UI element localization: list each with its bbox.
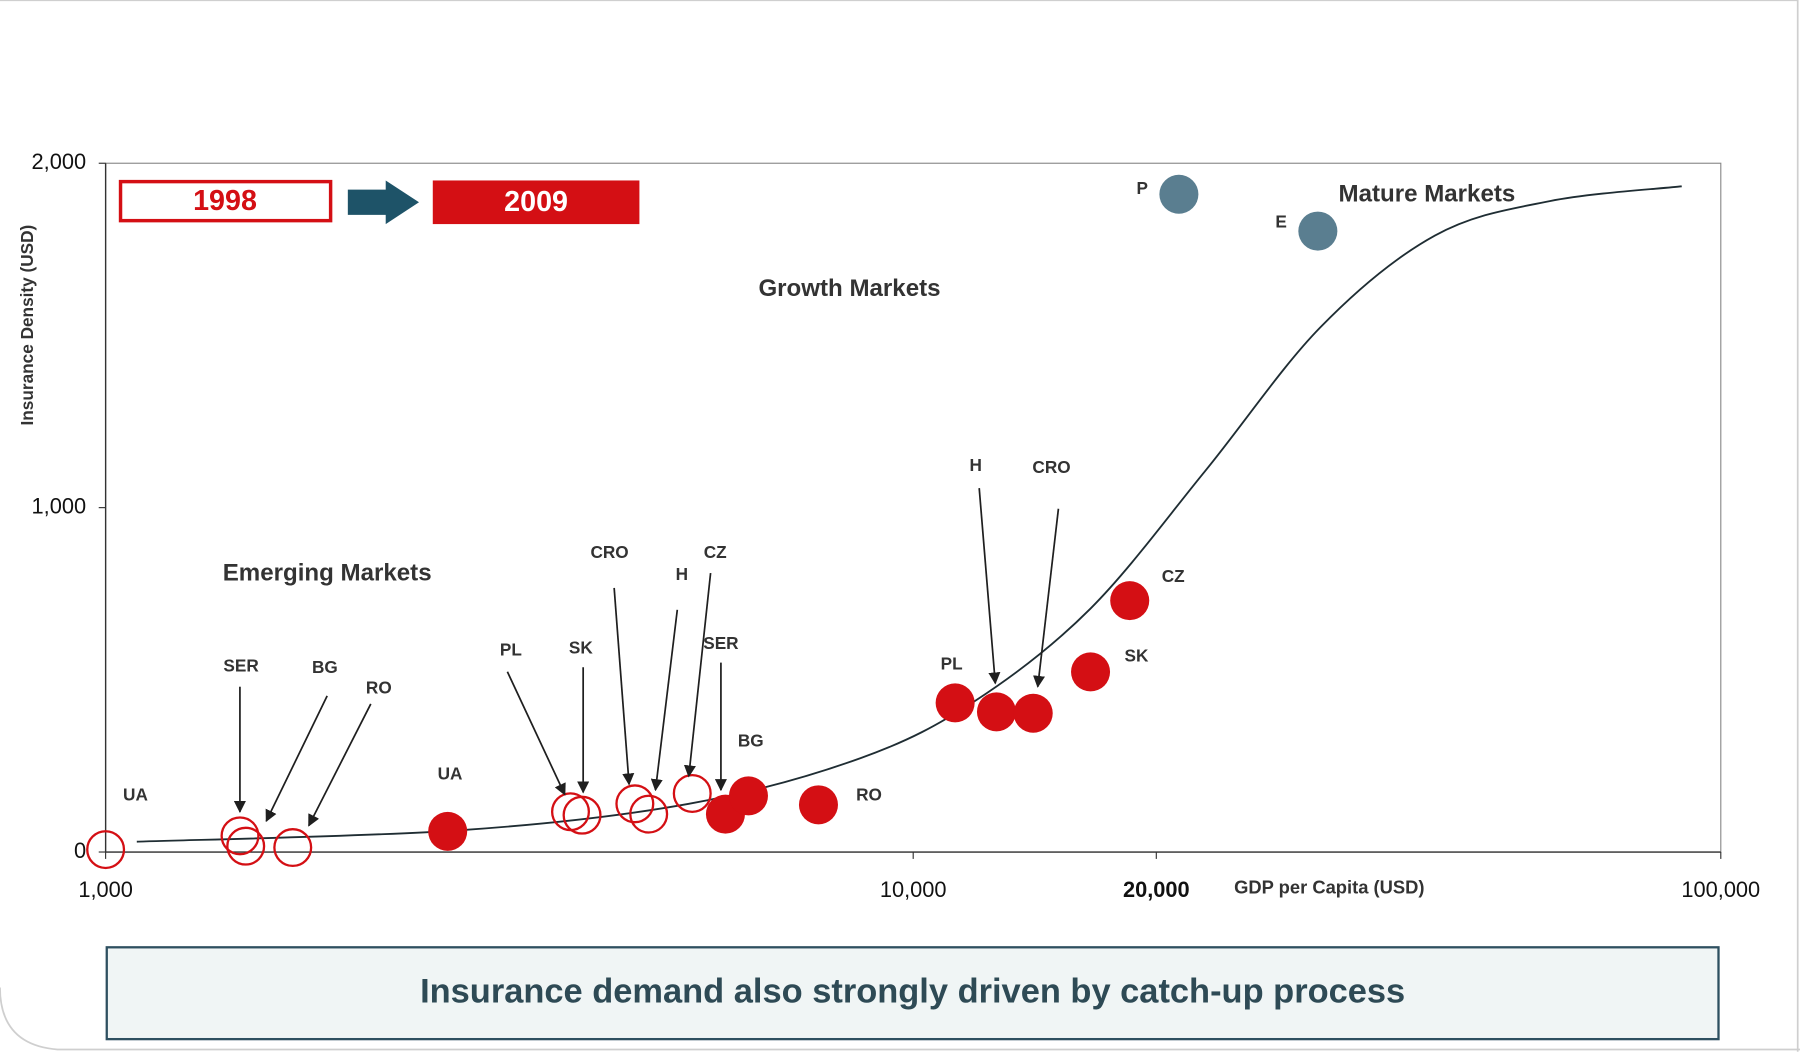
point-label: UA [123, 784, 148, 804]
annotation: Growth Markets [758, 275, 940, 302]
x-axis-label: GDP per Capita (USD) [1234, 877, 1424, 898]
point-label: P [1136, 178, 1147, 198]
point [1298, 211, 1338, 251]
y-tick-label: 2,000 [32, 149, 87, 174]
point [1013, 693, 1053, 733]
point [976, 692, 1016, 732]
point-label: H [970, 455, 982, 475]
x-tick-label: 10,000 [880, 877, 947, 902]
label-arrow [308, 703, 372, 827]
point [220, 816, 260, 856]
point-label: SER [703, 633, 739, 653]
label-arrow [650, 609, 679, 792]
x-tick-label: 100,000 [1681, 877, 1760, 902]
label-arrow [613, 587, 635, 786]
point-label: BG [738, 730, 764, 750]
trend-curve [136, 185, 1682, 843]
legend-box-1998 [118, 179, 333, 223]
point-label: CRO [1032, 457, 1070, 477]
point [428, 811, 468, 851]
point-label: H [676, 564, 688, 584]
point-label: RO [856, 784, 882, 804]
point [86, 830, 126, 870]
point [226, 826, 266, 866]
point-label: PL [941, 653, 963, 673]
point-label: CRO [590, 542, 628, 562]
label-arrow [1033, 508, 1060, 688]
annotation: Emerging Markets [223, 560, 432, 587]
point [629, 794, 669, 834]
point-label: SK [569, 637, 593, 657]
y-tick-label: 0 [74, 838, 86, 863]
point-label: RO [366, 678, 392, 698]
footer-box [105, 946, 1720, 1041]
point-label: CZ [704, 542, 727, 562]
point-label: UA [438, 764, 463, 784]
point [1110, 581, 1150, 621]
label-arrow [506, 671, 566, 796]
point-label: SK [1125, 645, 1149, 665]
point-label: PL [500, 640, 522, 660]
point [672, 773, 712, 813]
point [550, 792, 591, 832]
point-label: E [1275, 211, 1286, 231]
legend-arrow [347, 180, 420, 225]
legend-box-2009 [432, 180, 640, 225]
point [1159, 174, 1199, 214]
legend-entry: 1998 [193, 185, 257, 217]
y-axis-label: Insurance Density (USD) [17, 225, 37, 426]
point [728, 776, 768, 816]
x-tick-label: 20,000 [1123, 877, 1190, 902]
x-tick-label: 1,000 [78, 877, 133, 902]
point-label: BG [312, 657, 338, 677]
annotation: Mature Markets [1339, 181, 1516, 208]
footer-text: Insurance demand also strongly driven by… [420, 972, 1405, 1010]
label-arrow [265, 695, 328, 823]
legend-entry: 2009 [504, 186, 568, 218]
point [615, 784, 655, 824]
point [1071, 652, 1111, 692]
point-label: SER [223, 656, 259, 676]
point [935, 683, 975, 723]
y-tick-label: 1,000 [32, 493, 87, 518]
point [273, 828, 313, 868]
point [562, 795, 602, 835]
point-label: CZ [1162, 566, 1185, 586]
label-arrow [978, 488, 1001, 685]
point [798, 785, 838, 825]
label-arrow [683, 572, 712, 778]
